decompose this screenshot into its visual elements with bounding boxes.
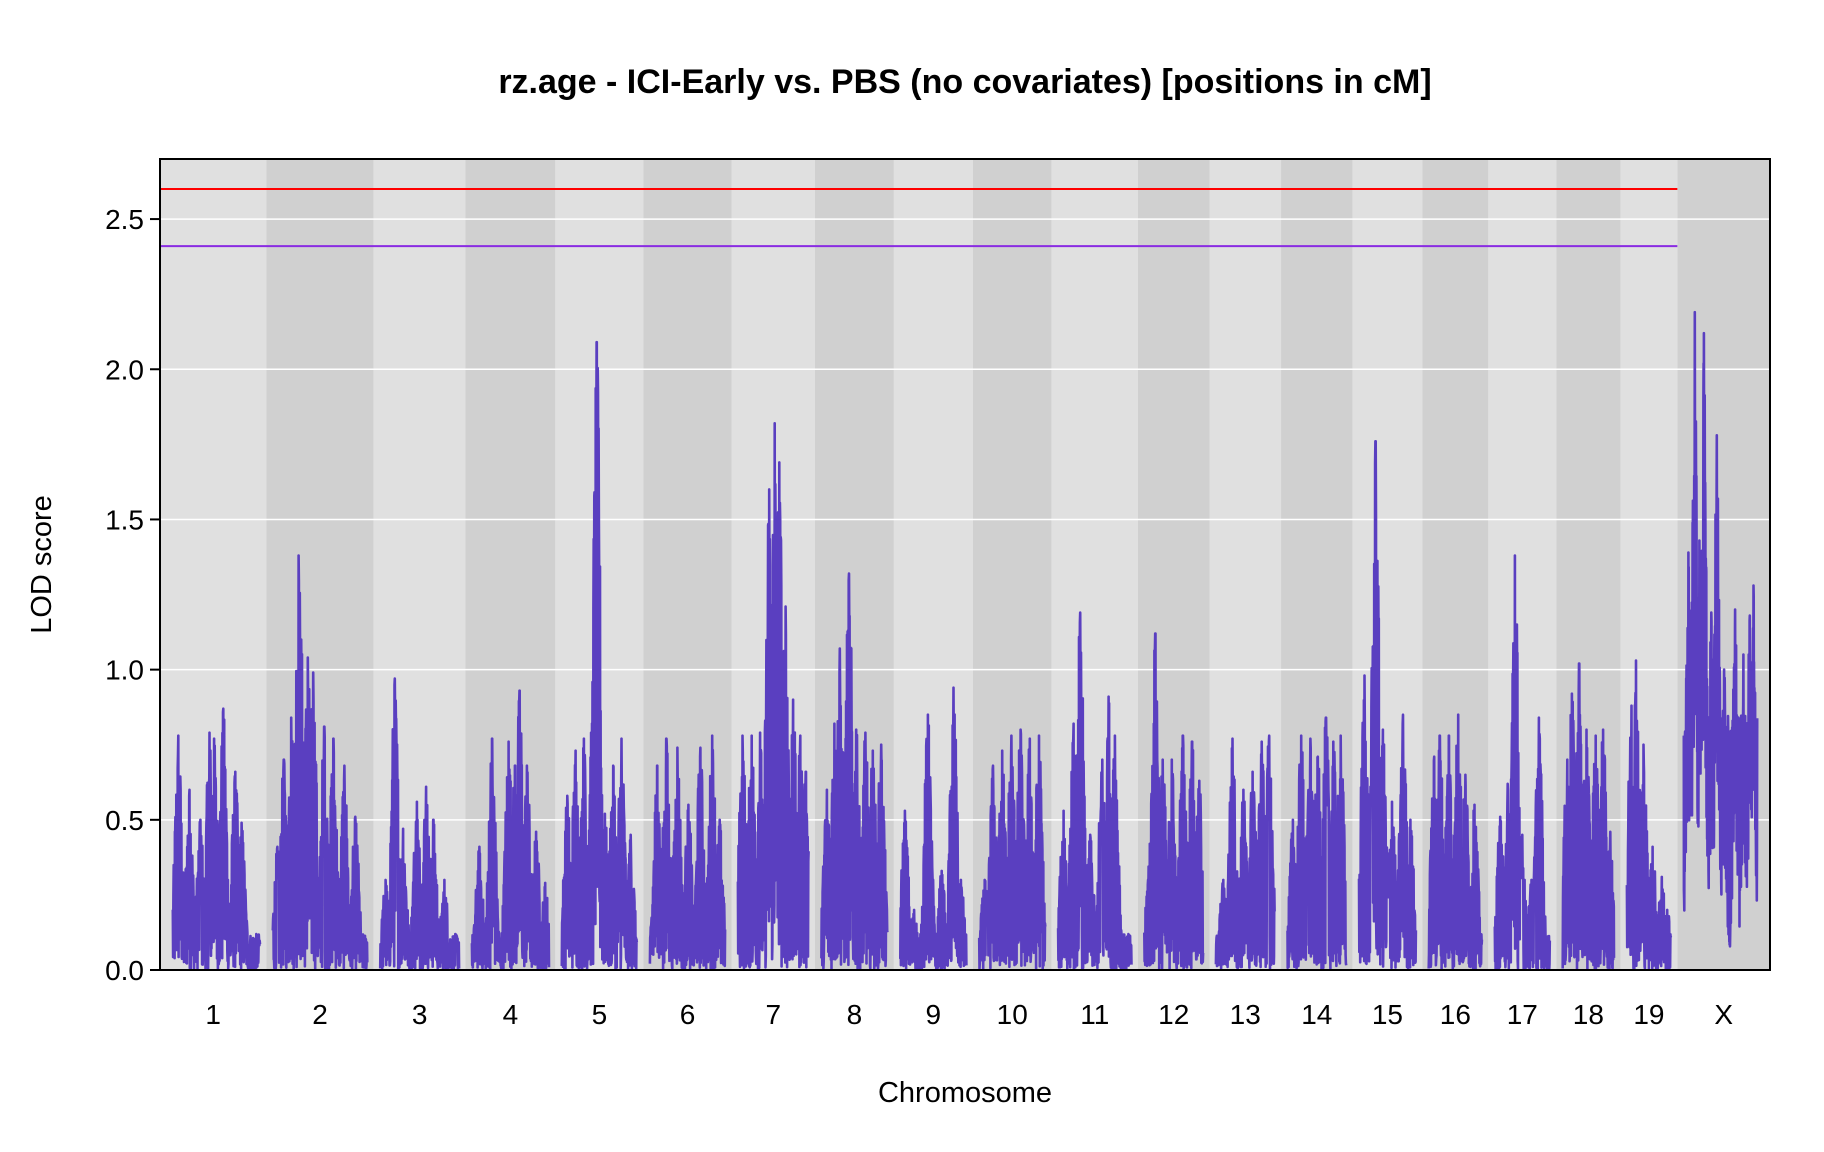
x-tick-label: 10 (997, 999, 1028, 1030)
y-tick-label: 1.0 (105, 655, 144, 686)
lod-curve-chr-9 (899, 686, 968, 970)
y-axis-title: LOD score (26, 495, 58, 634)
plot-frame (159, 158, 1771, 971)
x-tick-label: 6 (680, 999, 696, 1030)
x-tick-label: 12 (1158, 999, 1189, 1030)
chromosome-band (1051, 159, 1138, 970)
x-tick-label: 1 (205, 999, 221, 1030)
x-tick-label: 4 (503, 999, 519, 1030)
lod-curve-chr-19 (1625, 659, 1673, 970)
y-tick-label: 0.0 (105, 955, 144, 986)
lod-curve-chr-2 (271, 554, 369, 970)
x-axis-title: Chromosome (878, 1077, 1052, 1109)
x-tick-label: 11 (1080, 999, 1109, 1030)
threshold-lines (160, 188, 1678, 248)
x-tick-label: 19 (1633, 999, 1664, 1030)
lod-curve-chr-3 (378, 677, 461, 970)
lod-curve-chr-11 (1056, 611, 1133, 970)
x-tick-label: 9 (926, 999, 942, 1030)
x-tick-label: 13 (1230, 999, 1261, 1030)
x-tick-label: 17 (1507, 999, 1538, 1030)
x-tick-label: 8 (847, 999, 863, 1030)
chart-title: rz.age - ICI-Early vs. PBS (no covariate… (498, 63, 1431, 101)
lod-curve-chr-12 (1143, 632, 1205, 970)
y-tick-label: 1.5 (105, 504, 144, 535)
x-tick-label: 5 (592, 999, 608, 1030)
lod-curve-chr-15 (1357, 440, 1418, 970)
lod-curve-chr-7 (736, 422, 810, 970)
x-tick-label: 2 (312, 999, 328, 1030)
lod-curve-chr-14 (1286, 716, 1348, 970)
x-tick-label: 3 (412, 999, 428, 1030)
x-tick-label: 18 (1573, 999, 1604, 1030)
y-axis: 0.0 0.5 1.0 1.5 2.0 2.5 (105, 204, 160, 986)
x-tick-label: 15 (1372, 999, 1403, 1030)
lod-curve-chr-4 (470, 689, 551, 970)
x-tick-label: 7 (765, 999, 781, 1030)
lod-curve-chr-13 (1214, 734, 1276, 970)
lod-curve-chr-17 (1493, 554, 1552, 970)
lod-curve-chr-8 (820, 572, 889, 970)
x-axis: 1 2 3 4 5 6 7 8 9 10 11 12 13 14 15 16 17 18 19 X (205, 999, 1733, 1030)
chromosome-band (373, 159, 466, 970)
lod-series (171, 310, 1759, 970)
lod-curve-chr-6 (648, 734, 727, 970)
y-tick-label: 2.5 (105, 204, 144, 235)
x-tick-label: X (1714, 999, 1733, 1030)
lod-curve-chr-10 (977, 728, 1047, 970)
lod-curve-chr-5 (560, 340, 639, 970)
x-tick-label: 16 (1440, 999, 1471, 1030)
lod-curve-chr-1 (171, 707, 262, 970)
lod-curve-chr-16 (1427, 713, 1484, 970)
lod-curve-chr-X (1682, 310, 1759, 948)
lod-curve-chr-18 (1561, 662, 1616, 970)
x-tick-label: 14 (1301, 999, 1332, 1030)
y-tick-label: 0.5 (105, 805, 144, 836)
y-tick-label: 2.0 (105, 354, 144, 385)
chromosome-bands (160, 159, 1770, 970)
